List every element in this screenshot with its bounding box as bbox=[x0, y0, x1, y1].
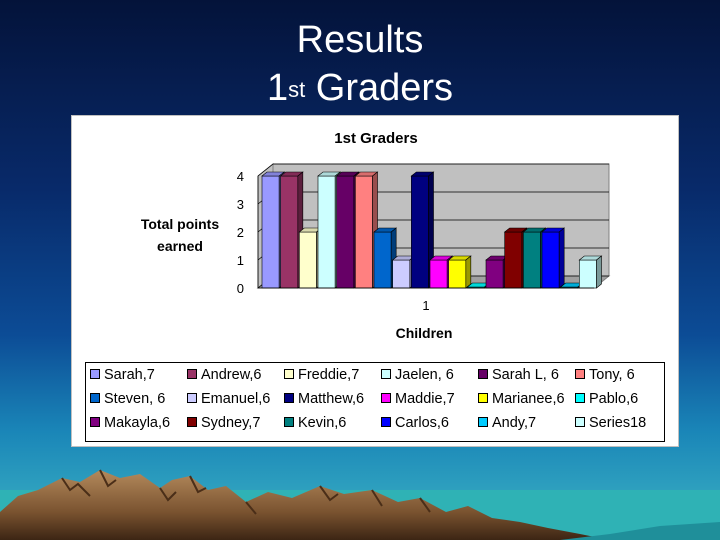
legend-swatch bbox=[187, 417, 197, 428]
legend-label: Pablo,6 bbox=[589, 391, 639, 407]
y-axis-label-line2: earned bbox=[157, 238, 203, 254]
bar bbox=[504, 231, 523, 289]
legend-item: Sarah,7 bbox=[90, 367, 155, 383]
legend-swatch bbox=[478, 393, 488, 404]
legend-item: Marianee,6 bbox=[478, 391, 565, 407]
bar-chart: 1st Graders Total points earned Children… bbox=[141, 130, 611, 341]
slide-title-number: 1 bbox=[266, 67, 289, 109]
plot-area: 0 1 2 3 4 1 bbox=[237, 162, 611, 313]
slide-title-line1: Results bbox=[296, 19, 424, 61]
legend-label: Carlos,6 bbox=[395, 415, 449, 431]
x-axis-label: Children bbox=[396, 325, 453, 341]
y-tick-label: 1 bbox=[237, 253, 244, 268]
legend-label: Series18 bbox=[589, 415, 647, 431]
x-tick-label: 1 bbox=[422, 298, 429, 313]
slide-title-rest: Graders bbox=[315, 67, 454, 109]
legend-item: Emanuel,6 bbox=[187, 391, 270, 407]
y-axis-label-line1: Total points bbox=[141, 216, 219, 232]
legend-label: Andrew,6 bbox=[201, 367, 262, 383]
legend-item: Andy,7 bbox=[478, 415, 536, 431]
legend-swatch bbox=[284, 417, 294, 428]
legend-swatch bbox=[284, 369, 294, 380]
bar-side bbox=[558, 227, 565, 289]
legend-item: Matthew,6 bbox=[284, 391, 364, 407]
legend-label: Andy,7 bbox=[492, 415, 537, 431]
legend-swatch bbox=[575, 393, 585, 404]
legend-label: Marianee,6 bbox=[492, 391, 565, 407]
legend-item: Steven, 6 bbox=[90, 391, 165, 407]
slide-title-suffix: st bbox=[288, 77, 306, 102]
legend-item: Freddie,7 bbox=[284, 367, 359, 383]
bar bbox=[448, 259, 467, 289]
legend-label: Tony, 6 bbox=[589, 367, 635, 383]
legend-item: Pablo,6 bbox=[575, 391, 638, 407]
legend-label: Maddie,7 bbox=[395, 391, 455, 407]
mountain-landscape bbox=[0, 469, 720, 540]
y-tick-label: 3 bbox=[237, 197, 244, 212]
chart-legend: Sarah,7 Andrew,6 Freddie,7 Jaelen, 6 Sarah L… bbox=[85, 362, 665, 442]
bar-side bbox=[596, 255, 602, 289]
bar bbox=[299, 231, 317, 289]
legend-swatch bbox=[90, 417, 100, 428]
slide-title-line2: 1st Graders bbox=[0, 64, 720, 112]
y-tick-label: 4 bbox=[237, 169, 244, 184]
legend-swatch bbox=[381, 393, 391, 404]
legend-item: Carlos,6 bbox=[381, 415, 449, 431]
bar bbox=[411, 175, 429, 289]
legend-swatch bbox=[478, 417, 488, 428]
legend-label: Sarah,7 bbox=[104, 367, 155, 383]
legend-swatch bbox=[575, 369, 585, 380]
legend-item: Makayla,6 bbox=[90, 415, 170, 431]
y-tick-label: 2 bbox=[237, 225, 244, 240]
legend-label: Sydney,7 bbox=[201, 415, 261, 431]
legend-swatch bbox=[381, 369, 391, 380]
legend-swatch bbox=[187, 393, 197, 404]
legend-swatch bbox=[187, 369, 197, 380]
y-tick-label: 0 bbox=[237, 281, 244, 296]
chart-title: 1st Graders bbox=[334, 130, 417, 147]
legend-swatch bbox=[284, 393, 294, 404]
legend-item: Series18 bbox=[575, 415, 646, 431]
bar bbox=[541, 231, 560, 289]
legend-label: Freddie,7 bbox=[298, 367, 360, 383]
bar bbox=[485, 259, 504, 289]
bar bbox=[261, 175, 280, 289]
bar bbox=[280, 175, 299, 289]
legend-item: Kevin,6 bbox=[284, 415, 346, 431]
bar bbox=[317, 175, 336, 289]
legend-item: Maddie,7 bbox=[381, 391, 455, 407]
bar bbox=[579, 259, 597, 289]
legend-swatch bbox=[478, 369, 488, 380]
legend-label: Jaelen, 6 bbox=[395, 367, 454, 383]
bar-side bbox=[465, 255, 472, 289]
bar bbox=[373, 231, 392, 289]
legend-label: Steven, 6 bbox=[104, 391, 166, 407]
slide-title: Results 1st Graders bbox=[0, 16, 720, 112]
bar bbox=[336, 175, 355, 289]
legend-swatch bbox=[381, 417, 391, 428]
bar bbox=[355, 175, 373, 289]
legend-label: Kevin,6 bbox=[298, 415, 347, 431]
legend-item: Sarah L, 6 bbox=[478, 367, 559, 383]
legend-item: Jaelen, 6 bbox=[381, 367, 454, 383]
legend-label: Sarah L, 6 bbox=[492, 367, 559, 383]
legend-swatch bbox=[90, 369, 100, 380]
legend-label: Makayla,6 bbox=[104, 415, 171, 431]
legend-item: Andrew,6 bbox=[187, 367, 261, 383]
bar bbox=[392, 259, 411, 289]
gridline bbox=[257, 163, 609, 177]
bar bbox=[523, 231, 541, 289]
bar bbox=[429, 259, 448, 289]
legend-label: Matthew,6 bbox=[298, 391, 365, 407]
legend-item: Sydney,7 bbox=[187, 415, 260, 431]
legend-swatch bbox=[575, 417, 585, 428]
legend-label: Emanuel,6 bbox=[201, 391, 271, 407]
legend-swatch bbox=[90, 393, 100, 404]
legend-item: Tony, 6 bbox=[575, 367, 635, 383]
